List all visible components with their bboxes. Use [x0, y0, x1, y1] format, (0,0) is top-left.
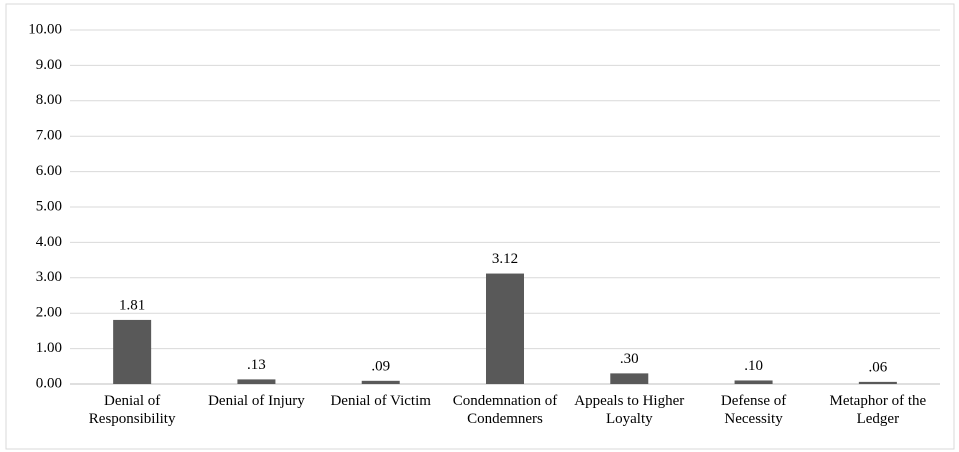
data-label: 1.81	[119, 297, 145, 313]
x-tick-label: Condemnation of Condemners	[452, 393, 558, 427]
y-tick-label: 3.00	[36, 269, 62, 285]
data-label: .10	[744, 358, 763, 374]
data-label: .09	[371, 358, 390, 374]
y-tick-label: 5.00	[36, 198, 62, 214]
x-tick-label: Defense of Necessity	[720, 393, 787, 427]
x-tick-label-box: Metaphor of the Ledger	[829, 393, 927, 427]
x-tick-label: Metaphor of the Ledger	[829, 393, 927, 427]
data-label: .30	[620, 351, 639, 367]
x-tick-label-box: Denial of Victim	[330, 393, 431, 409]
bar	[237, 379, 276, 384]
data-label: 3.12	[492, 251, 518, 267]
y-tick-label: 7.00	[36, 128, 62, 144]
bar	[113, 319, 152, 384]
y-tick-label: 4.00	[36, 234, 62, 250]
data-label: .06	[868, 359, 887, 375]
data-label: .13	[247, 357, 266, 373]
x-tick-label: Denial of Injury	[208, 393, 305, 409]
bar	[858, 381, 897, 384]
bar	[734, 380, 773, 384]
x-tick-label-box: Defense of Necessity	[720, 393, 787, 427]
x-tick-label: Denial of Victim	[330, 393, 431, 409]
x-tick-label-box: Condemnation of Condemners	[452, 393, 558, 427]
y-tick-label: 10.00	[28, 21, 62, 37]
y-tick-label: 0.00	[36, 375, 62, 391]
x-tick-label-box: Denial of Responsibility	[88, 393, 176, 427]
chart-frame	[5, 3, 955, 450]
bar	[486, 273, 524, 384]
x-tick-label: Appeals to Higher Loyalty	[574, 393, 685, 427]
y-tick-label: 1.00	[36, 340, 62, 356]
y-tick-label: 2.00	[36, 305, 62, 321]
y-tick-label: 8.00	[36, 92, 62, 108]
x-tick-label-box: Appeals to Higher Loyalty	[574, 393, 685, 427]
x-tick-label-box: Denial of Injury	[208, 393, 305, 409]
bar	[361, 380, 400, 384]
y-tick-label: 9.00	[36, 57, 62, 73]
x-tick-label: Denial of Responsibility	[88, 393, 176, 427]
y-tick-label: 6.00	[36, 163, 62, 179]
bar	[610, 373, 649, 384]
